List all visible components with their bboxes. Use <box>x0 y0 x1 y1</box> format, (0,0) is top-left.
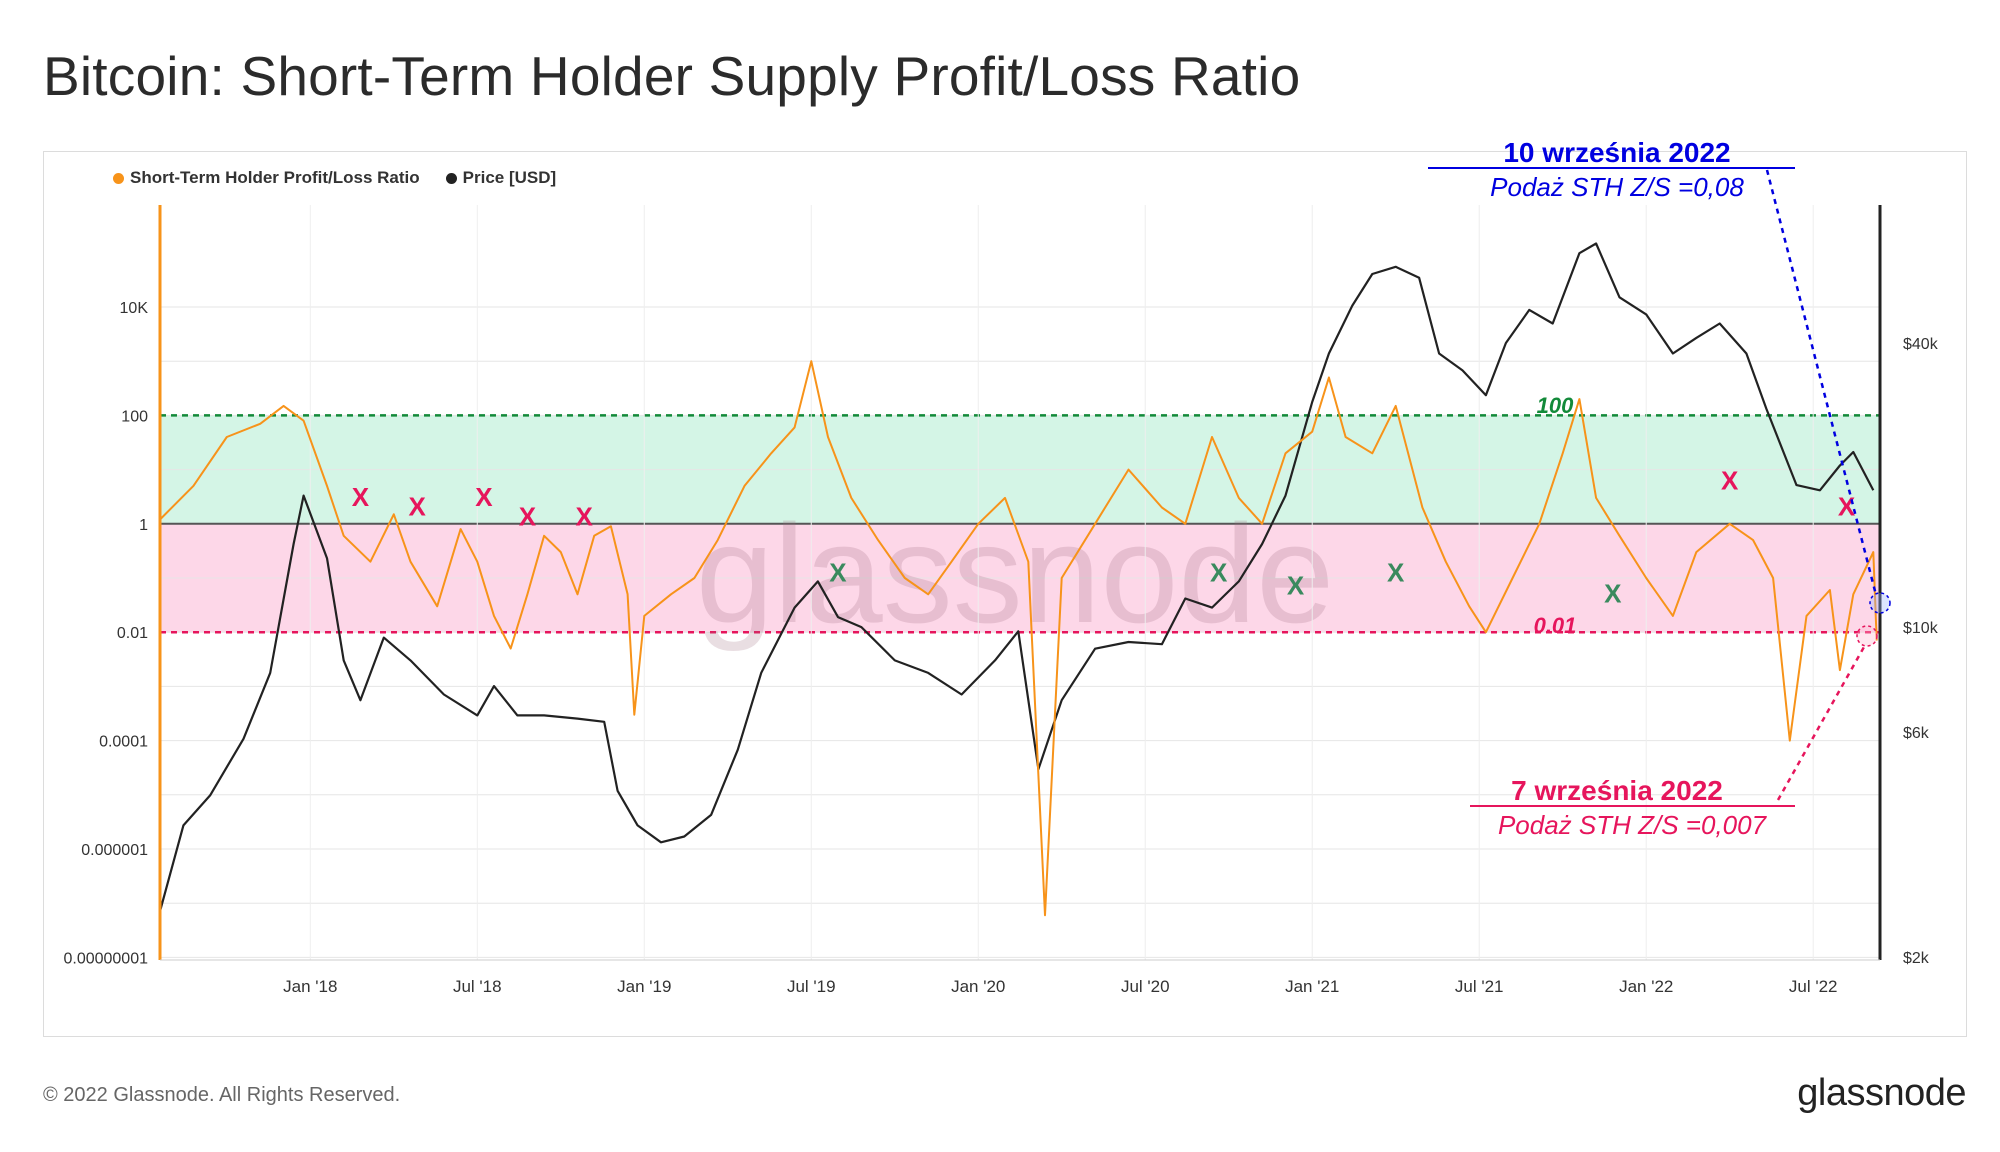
x-tick-label: Jul '18 <box>453 977 502 996</box>
x-tick-label: Jan '20 <box>951 977 1005 996</box>
y-left-tick-label: 100 <box>121 408 148 425</box>
axis-ticks: Jan '18 Jul '18 Jan '19 Jul '19 Jan '20 Jul '… <box>63 205 1939 996</box>
legend-item-price[interactable]: Price [USD] <box>445 168 557 188</box>
marker-green-x: X <box>829 558 847 588</box>
marker-red-x: X <box>475 482 493 512</box>
annotation-blue-circle <box>1869 592 1891 614</box>
y-right-tick-label: $10k <box>1903 620 1939 637</box>
annotations: 100 0.01 10 września 2022 Podaż STH Z/S … <box>1428 137 1891 840</box>
marker-green-x: X <box>1387 558 1405 588</box>
y-left-tick-label: 1 <box>139 517 148 534</box>
sth-ratio-line <box>159 360 1878 917</box>
x-tick-label: Jan '21 <box>1285 977 1339 996</box>
legend-label-sth-ratio: Short-Term Holder Profit/Loss Ratio <box>130 168 420 187</box>
y-left-tick-label: 0.01 <box>117 625 148 642</box>
marker-red-x: X <box>519 502 537 532</box>
band-label-001: 0.01 <box>1534 613 1577 638</box>
annotation-blue-text: Podaż STH Z/S =0,08 <box>1490 172 1744 202</box>
y-right-tick-label: $6k <box>1903 725 1930 742</box>
copyright-footer: © 2022 Glassnode. All Rights Reserved. <box>43 1084 401 1106</box>
x-tick-label: Jul '19 <box>787 977 836 996</box>
legend-label-price: Price [USD] <box>462 168 557 187</box>
x-tick-label: Jul '20 <box>1121 977 1170 996</box>
watermark: glassnode <box>696 495 1334 652</box>
y-right-tick-label: $40k <box>1903 336 1939 353</box>
marker-green-x: X <box>1210 558 1228 588</box>
legend-item-sth-ratio[interactable]: Short-Term Holder Profit/Loss Ratio <box>113 168 420 188</box>
marker-red-x: X <box>408 491 426 521</box>
chart-legend: Short-Term Holder Profit/Loss Ratio Pric… <box>113 168 556 188</box>
marker-red-x: X <box>1838 491 1856 521</box>
marker-red-x: X <box>352 482 370 512</box>
annotation-pink-circle <box>1856 625 1878 647</box>
marker-green-x: X <box>1604 578 1622 608</box>
annotation-pink-text: Podaż STH Z/S =0,007 <box>1498 810 1768 840</box>
axes <box>158 205 1882 961</box>
x-tick-label: Jan '22 <box>1619 977 1673 996</box>
y-left-tick-label: 10K <box>120 300 149 317</box>
page-title: Bitcoin: Short-Term Holder Supply Profit… <box>43 45 1301 107</box>
x-tick-label: Jan '18 <box>283 977 337 996</box>
band-label-100: 100 <box>1537 393 1574 418</box>
grid-lines <box>160 306 1880 958</box>
y-left-tick-label: 0.0001 <box>99 734 148 751</box>
chart-panel <box>43 151 1967 1037</box>
annotation-blue-date: 10 września 2022 <box>1503 137 1730 168</box>
y-right-tick-label: $2k <box>1903 950 1930 967</box>
ratio-series <box>159 360 1878 917</box>
x-tick-label: Jan '19 <box>617 977 671 996</box>
annotation-pink-leader <box>1776 646 1866 801</box>
marker-red-x: X <box>575 502 593 532</box>
y-left-tick-label: 0.000001 <box>81 842 148 859</box>
y-left-tick-label: 0.00000001 <box>63 950 148 967</box>
legend-dot-black <box>445 172 457 184</box>
x-tick-label: Jul '21 <box>1455 977 1504 996</box>
legend-dot-orange <box>113 172 124 184</box>
marker-red-x: X <box>1721 466 1739 496</box>
brand-logo: glassnode <box>1797 1072 1966 1114</box>
x-tick-label: Jul '22 <box>1789 977 1838 996</box>
marker-green-x: X <box>1287 570 1305 600</box>
annotation-blue-leader <box>1765 169 1878 596</box>
annotation-pink-date: 7 września 2022 <box>1511 775 1723 806</box>
